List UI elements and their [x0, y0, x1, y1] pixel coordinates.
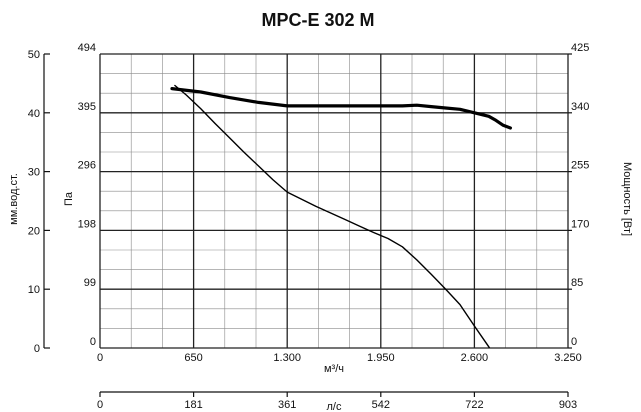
power-curve: [170, 86, 512, 130]
series-layer: [170, 84, 512, 348]
inner-left-axis-label: Па: [63, 191, 75, 206]
x-axis-label: м³/ч: [324, 363, 344, 375]
outer-left-tick-label: 20: [28, 225, 40, 237]
x-tick-label: 1.300: [273, 352, 301, 364]
x-tick-label: 650: [184, 352, 202, 364]
outer-left-tick-label: 40: [28, 108, 40, 120]
right-tick-label: 425: [571, 42, 589, 54]
inner-left-tick-label: 0: [90, 336, 96, 348]
x2-tick-label: 903: [559, 399, 577, 411]
outer-left-tick-label: 10: [28, 284, 40, 296]
right-tick-label: 255: [571, 160, 589, 172]
x2-axis-label: л/с: [327, 401, 342, 412]
x2-tick-label: 361: [278, 399, 296, 411]
x2-tick-label: 722: [465, 399, 483, 411]
x-tick-label: 0: [97, 352, 103, 364]
x-tick-label: 1.950: [367, 352, 395, 364]
right-axis-label: Мощность [Вт]: [621, 162, 633, 236]
inner-left-axis: 0 99 198 296 395 494: [78, 42, 96, 348]
inner-left-tick-label: 296: [78, 160, 96, 172]
inner-left-tick-label: 494: [78, 42, 96, 54]
right-tick-label: 340: [571, 101, 589, 113]
inner-left-tick-label: 198: [78, 218, 96, 230]
x2-tick-label: 542: [372, 399, 390, 411]
right-tick-label: 85: [571, 277, 583, 289]
x-axis: 0 650 1.300 1.950 2.600 3.250: [97, 352, 582, 364]
chart-title: MPC-E 302 M: [261, 10, 374, 30]
pressure-curve: [174, 84, 491, 348]
outer-left-axis-label: мм.вод.ст.: [8, 173, 20, 225]
outer-left-tick-label: 50: [28, 49, 40, 61]
x2-tick-label: 181: [184, 399, 202, 411]
outer-left-tick-label: 0: [34, 343, 40, 355]
x-tick-label: 3.250: [554, 352, 582, 364]
right-tick-label: 0: [571, 336, 577, 348]
right-axis: 0 85 170 255 340 425: [568, 42, 589, 349]
inner-left-tick-label: 395: [78, 101, 96, 113]
outer-left-axis: 0 10 20 30 40 50: [28, 49, 50, 355]
x2-tick-label: 0: [97, 399, 103, 411]
outer-left-tick-label: 30: [28, 167, 40, 179]
major-grid: [99, 53, 569, 349]
right-tick-label: 170: [571, 218, 589, 230]
x-tick-label: 2.600: [461, 352, 489, 364]
minor-grid: [100, 54, 568, 348]
x2-axis: 0 181 361 542 722 903: [97, 392, 577, 411]
inner-left-tick-label: 99: [84, 277, 96, 289]
